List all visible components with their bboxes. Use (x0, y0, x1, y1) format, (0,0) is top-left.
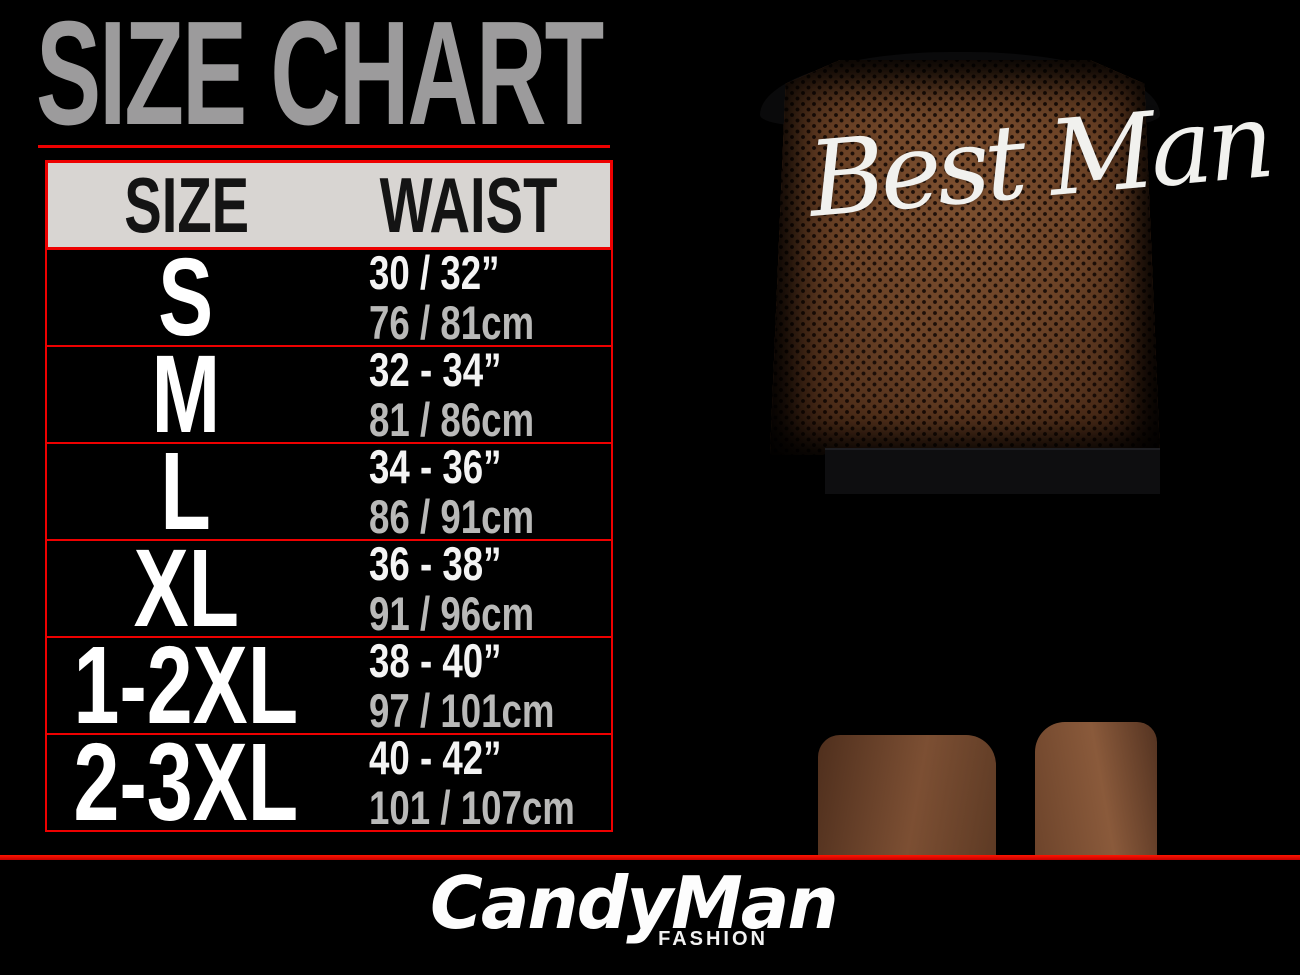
size-cell: XL (133, 526, 239, 650)
brand-logo: CandyMan FASHION (430, 861, 839, 951)
size-cell: L (160, 429, 212, 553)
waist-cm: 81 / 86cm (369, 392, 535, 446)
column-header-waist: WAIST (379, 161, 557, 249)
model-right-leg (1035, 722, 1157, 855)
table-row-xl: XL 36 - 38” 91 / 96cm (45, 526, 613, 650)
size-table: SIZE WAIST S 30 / 32” 76 / 81cm M 32 - 3… (45, 160, 613, 844)
waist-inches: 36 - 38” (369, 536, 502, 590)
size-cell: 1-2XL (73, 623, 299, 747)
page-title: SIZE CHART (36, 0, 894, 148)
waist-cell: 38 - 40” 97 / 101cm (325, 633, 611, 737)
table-row-1-2xl: 1-2XL 38 - 40” 97 / 101cm (45, 623, 613, 747)
brand-name: CandyMan (430, 861, 839, 945)
table-row-s: S 30 / 32” 76 / 81cm (45, 235, 613, 359)
waist-inches: 38 - 40” (369, 633, 502, 687)
waist-cell: 34 - 36” 86 / 91cm (325, 439, 611, 543)
page-title-text: SIZE CHART (36, 0, 604, 156)
waist-inches: 34 - 36” (369, 439, 502, 493)
size-table-header-row: SIZE WAIST (45, 160, 613, 250)
waist-cm: 101 / 107cm (369, 780, 575, 834)
waist-inches: 32 - 34” (369, 342, 502, 396)
product-photo: Best Man (620, 0, 1300, 855)
table-row-2-3xl: 2-3XL 40 - 42” 101 / 107cm (45, 720, 613, 844)
brand-tagline: FASHION (658, 928, 768, 950)
waist-cell: 36 - 38” 91 / 96cm (325, 536, 611, 640)
waist-cm: 97 / 101cm (369, 683, 555, 737)
bottom-divider (0, 855, 1300, 860)
table-row-l: L 34 - 36” 86 / 91cm (45, 429, 613, 553)
column-header-size: SIZE (124, 161, 250, 249)
waist-inches: 30 / 32” (369, 245, 500, 299)
size-cell: 2-3XL (73, 720, 299, 844)
size-cell: S (158, 235, 214, 359)
size-cell: M (151, 332, 221, 456)
waist-inches: 40 - 42” (369, 730, 502, 784)
waist-cm: 91 / 96cm (369, 586, 535, 640)
model-left-leg (818, 735, 996, 855)
waist-cell: 32 - 34” 81 / 86cm (325, 342, 611, 446)
waist-cell: 30 / 32” 76 / 81cm (325, 245, 611, 349)
table-row-m: M 32 - 34” 81 / 86cm (45, 332, 613, 456)
mesh-back-panel (770, 60, 1160, 455)
waist-cm: 76 / 81cm (369, 295, 535, 349)
title-underline (38, 145, 610, 148)
waist-cm: 86 / 91cm (369, 489, 535, 543)
robe-belt (825, 448, 1160, 496)
waist-cell: 40 - 42” 101 / 107cm (325, 730, 633, 834)
